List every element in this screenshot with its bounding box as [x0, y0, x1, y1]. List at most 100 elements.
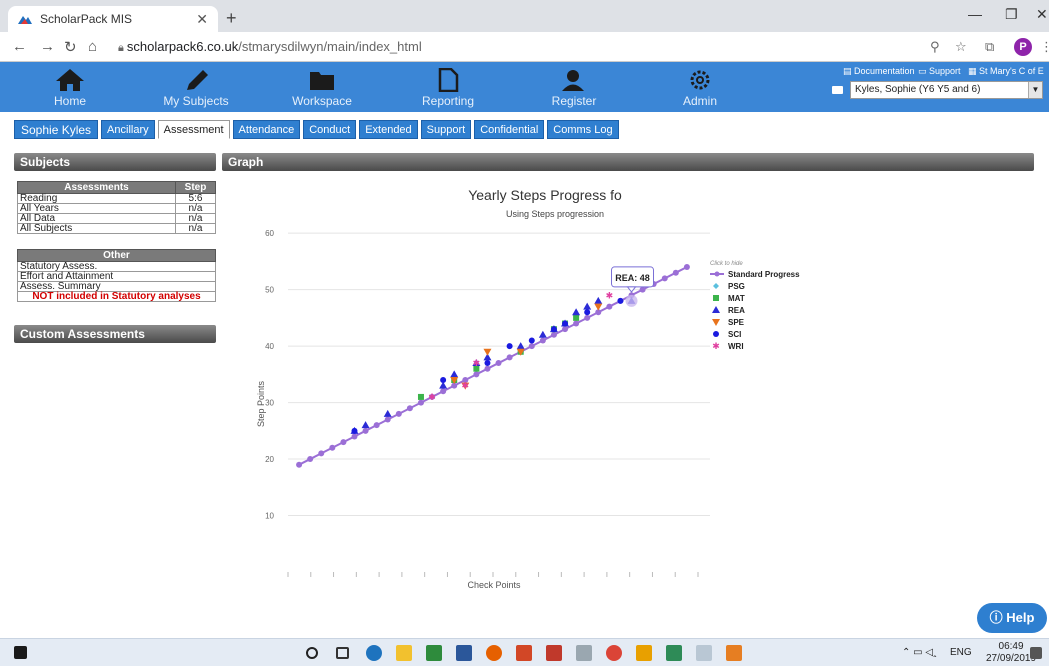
nav-home[interactable]: Home — [20, 62, 120, 112]
legend-label: MAT — [728, 294, 745, 303]
firefox-icon[interactable] — [486, 645, 502, 661]
back-icon[interactable]: ← — [12, 38, 27, 55]
home-icon[interactable]: ⌂ — [88, 38, 98, 55]
data-point — [362, 427, 369, 434]
data-point — [617, 297, 624, 304]
support-link[interactable]: ▭ Support — [918, 66, 961, 76]
image-app-icon[interactable] — [546, 645, 562, 661]
clock[interactable]: 06:49 27/09/2019 — [986, 641, 1036, 665]
nav-workspace[interactable]: Workspace — [272, 62, 372, 112]
word-icon[interactable] — [456, 645, 472, 661]
data-point — [516, 342, 525, 350]
other-item-statutory[interactable]: Statutory Assess. — [17, 261, 216, 272]
tab-conduct[interactable]: Conduct — [303, 120, 357, 139]
row-label[interactable]: All Subjects — [17, 223, 176, 234]
legend-item[interactable]: PSG — [713, 282, 745, 291]
data-point — [584, 314, 591, 321]
custom-assessments-header[interactable]: Custom Assessments — [14, 325, 216, 343]
app-icon[interactable] — [636, 645, 652, 661]
table-row[interactable]: All Data n/a — [17, 213, 216, 224]
notifications-icon[interactable] — [1030, 647, 1042, 659]
chart-tooltip: REA: 48 — [611, 266, 655, 307]
legend-item[interactable]: MAT — [713, 294, 745, 303]
url-field[interactable]: 🔒︎ scholarpack6.co.uk/stmarysdilwyn/main… — [118, 39, 422, 55]
legend-item[interactable]: ✱ WRI — [712, 341, 743, 351]
tray-icons[interactable]: ⌃ ▭ ◁ꞈ — [902, 647, 937, 658]
windows-start-icon[interactable] — [14, 646, 27, 659]
file-explorer-icon[interactable] — [396, 645, 412, 661]
nav-my-subjects[interactable]: My Subjects — [146, 62, 246, 112]
legend-item[interactable]: REA — [712, 306, 745, 315]
tab-confidential[interactable]: Confidential — [474, 120, 545, 139]
table-row[interactable]: Reading 5:6 — [17, 193, 216, 204]
documentation-link[interactable]: ▤ Documentation — [843, 66, 915, 76]
tab-assessment[interactable]: Assessment — [157, 120, 230, 139]
data-point — [606, 303, 613, 310]
edge-browser-icon[interactable] — [366, 645, 382, 661]
forward-icon[interactable]: → — [40, 38, 55, 55]
browser-menu-icon[interactable]: ⋮ — [1040, 39, 1049, 54]
legend-item[interactable]: SPE — [712, 318, 745, 327]
excel-icon[interactable] — [426, 645, 442, 661]
profile-avatar[interactable]: P — [1014, 38, 1032, 56]
nav-admin-label: Admin — [682, 94, 717, 108]
chevron-down-icon[interactable]: ▼ — [1028, 82, 1042, 98]
legend-item[interactable]: SCI — [713, 330, 741, 339]
row-label[interactable]: All Data — [17, 213, 176, 224]
extension-icon[interactable]: ⧉ — [985, 39, 995, 54]
reload-icon[interactable]: ↻ — [64, 39, 77, 56]
close-window-icon[interactable]: ✕ — [1036, 6, 1048, 22]
legend-item[interactable]: Standard Progress — [710, 270, 800, 279]
nav-reporting[interactable]: Reporting — [398, 62, 498, 112]
language-indicator[interactable]: ENG — [950, 647, 972, 658]
paint-icon[interactable] — [576, 645, 592, 661]
row-value: n/a — [175, 223, 216, 234]
table-row[interactable]: All Years n/a — [17, 203, 216, 214]
tab-ancillary[interactable]: Ancillary — [101, 120, 155, 139]
nav-admin[interactable]: Admin — [650, 62, 750, 112]
row-label[interactable]: Reading — [17, 193, 176, 204]
tab-support[interactable]: Support — [420, 120, 472, 139]
chrome-icon[interactable] — [606, 645, 622, 661]
bookmark-star-icon[interactable]: ☆ — [955, 39, 967, 54]
pupil-select[interactable]: Kyles, Sophie (Y6 Y5 and 6) ▼ — [850, 81, 1043, 99]
browser-tab[interactable]: ScholarPack MIS ✕ — [8, 6, 218, 32]
snipping-tool-icon[interactable] — [696, 645, 712, 661]
nav-register[interactable]: Register — [524, 62, 624, 112]
tooltip-pointer — [626, 286, 637, 293]
tab-pupil-name[interactable]: Sophie Kyles — [14, 120, 99, 139]
table-row[interactable]: All Subjects n/a — [17, 223, 216, 234]
data-point — [483, 353, 492, 361]
data-point: ✱ — [428, 392, 436, 402]
publisher-icon[interactable] — [666, 645, 682, 661]
new-tab-icon[interactable]: + — [226, 8, 237, 28]
powerpoint-icon[interactable] — [516, 645, 532, 661]
tab-attendance[interactable]: Attendance — [232, 120, 301, 139]
other-item-effort[interactable]: Effort and Attainment — [17, 271, 216, 282]
minimize-icon[interactable]: — — [968, 6, 982, 22]
data-point — [439, 381, 448, 389]
legend-marker — [713, 295, 719, 301]
restore-icon[interactable]: ❐ — [1005, 6, 1018, 22]
tab-extended[interactable]: Extended — [359, 120, 418, 139]
data-point — [417, 399, 424, 406]
search-icon[interactable] — [306, 647, 318, 659]
close-tab-icon[interactable]: ✕ — [196, 10, 208, 27]
data-point — [562, 320, 569, 327]
data-point — [473, 371, 480, 378]
task-view-icon[interactable] — [336, 647, 349, 659]
assessments-table: Assessments Step Reading 5:6 All Years n/a… — [17, 181, 216, 234]
app-icon[interactable] — [726, 645, 742, 661]
lock-icon: 🔒︎ — [118, 42, 127, 54]
row-label[interactable]: All Years — [17, 203, 176, 214]
document-icon — [438, 68, 459, 92]
browser-tab-title: ScholarPack MIS — [40, 12, 133, 26]
zoom-icon[interactable]: ⚲ — [930, 39, 940, 54]
data-point — [528, 343, 535, 350]
series-spe — [450, 303, 603, 390]
legend-marker — [713, 283, 719, 289]
help-button[interactable]: ⓘ Help — [977, 603, 1047, 633]
other-item-summary[interactable]: Assess. Summary — [17, 281, 216, 292]
tab-comms-log[interactable]: Comms Log — [547, 120, 619, 139]
chart-legend[interactable]: Click to hide Standard Progress PSG MAT REA S… — [710, 261, 800, 351]
